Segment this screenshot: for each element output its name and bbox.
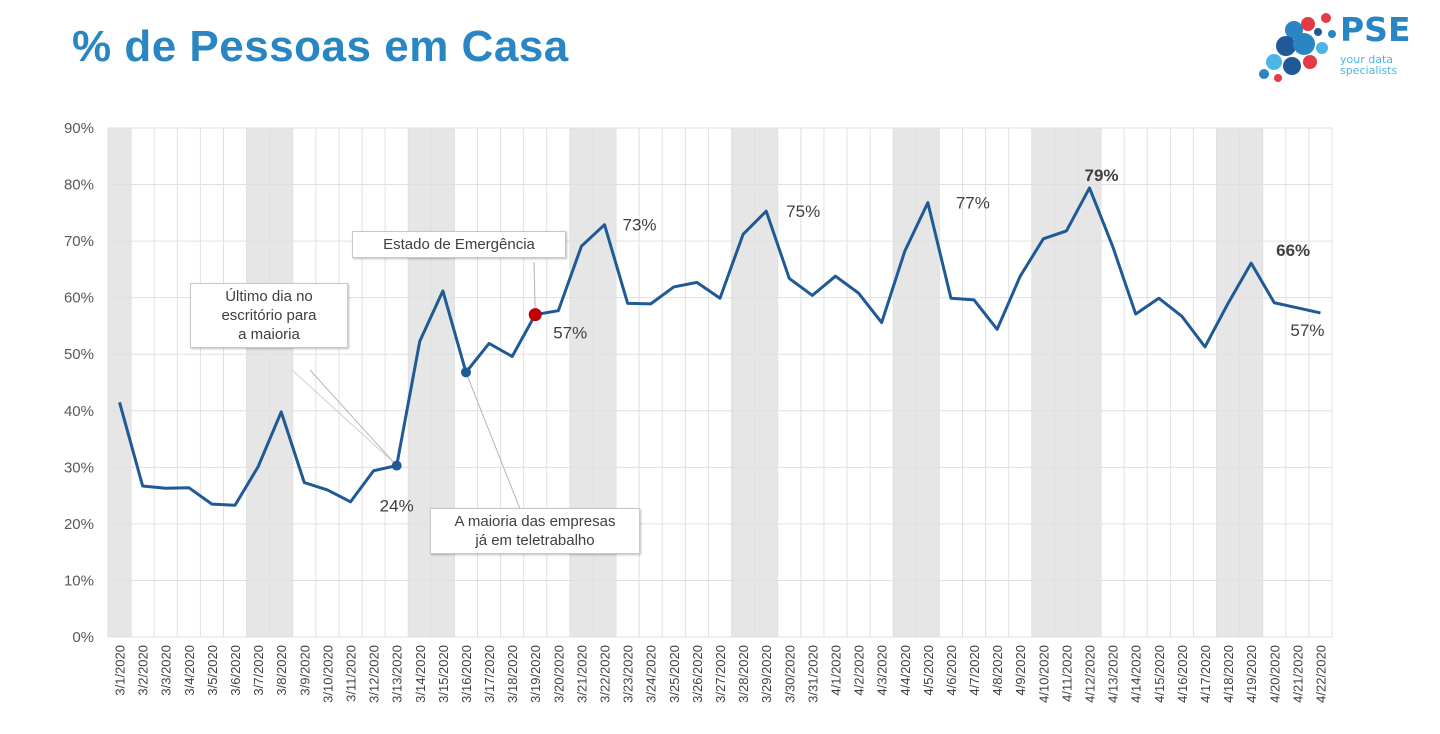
y-tick-label: 0% xyxy=(72,629,94,646)
series-line xyxy=(118,186,1321,507)
x-tick-label: 3/2/2020 xyxy=(136,645,151,696)
annotation-text: A maioria das empresas xyxy=(454,513,616,530)
x-tick-label: 3/19/2020 xyxy=(528,645,543,703)
x-tick-label: 4/21/2020 xyxy=(1290,645,1305,703)
y-tick-label: 50% xyxy=(64,346,94,363)
x-tick-label: 3/5/2020 xyxy=(205,645,220,696)
annotation-box: A maioria das empresas já em teletrabalho xyxy=(430,508,640,554)
annotation-text: Estado de Emergência xyxy=(383,236,535,253)
x-tick-label: 4/15/2020 xyxy=(1152,645,1167,703)
annotation-leader-line xyxy=(291,369,394,463)
x-tick-label: 3/8/2020 xyxy=(274,645,289,696)
x-tick-label: 3/22/2020 xyxy=(598,645,613,703)
x-tick-label: 3/25/2020 xyxy=(667,645,682,703)
x-tick-label: 3/4/2020 xyxy=(182,645,197,696)
x-tick-label: 3/17/2020 xyxy=(482,645,497,703)
x-tick-label: 3/16/2020 xyxy=(459,645,474,703)
annotation-text: Último dia no xyxy=(225,288,313,305)
x-tick-label: 3/24/2020 xyxy=(644,645,659,703)
x-tick-label: 4/2/2020 xyxy=(852,645,867,696)
annotation-box: Último dia no escritório para a maioria xyxy=(190,283,348,348)
x-tick-label: 3/7/2020 xyxy=(251,645,266,696)
x-tick-label: 4/13/2020 xyxy=(1106,645,1121,703)
data-point xyxy=(528,308,542,322)
y-tick-label: 90% xyxy=(64,120,94,137)
annotation-leader-line xyxy=(533,261,536,315)
x-tick-label: 3/18/2020 xyxy=(505,645,520,703)
x-tick-label: 3/1/2020 xyxy=(113,645,128,696)
data-label: 73% xyxy=(623,216,657,235)
x-tick-label: 4/6/2020 xyxy=(944,645,959,696)
y-tick-label: 10% xyxy=(64,572,94,589)
annotation-leader-line xyxy=(465,372,523,515)
y-tick-label: 70% xyxy=(64,233,94,250)
x-tick-label: 3/9/2020 xyxy=(297,645,312,696)
logo-mark-icon xyxy=(1259,13,1336,82)
weekend-band xyxy=(108,128,132,637)
y-tick-label: 60% xyxy=(64,290,94,307)
x-tick-label: 4/3/2020 xyxy=(875,645,890,696)
y-tick-label: 20% xyxy=(64,516,94,533)
annotation-box: Estado de Emergência xyxy=(352,231,566,258)
x-tick-label: 4/4/2020 xyxy=(898,645,913,696)
x-tick-label: 3/29/2020 xyxy=(759,645,774,703)
x-tick-label: 4/22/2020 xyxy=(1313,645,1328,703)
data-label: 75% xyxy=(786,202,820,221)
annotation-leader-line xyxy=(309,369,398,466)
x-tick-label: 4/17/2020 xyxy=(1198,645,1213,703)
x-tick-label: 3/6/2020 xyxy=(228,645,243,696)
x-tick-label: 3/14/2020 xyxy=(413,645,428,703)
y-tick-label: 80% xyxy=(64,177,94,194)
data-label: 24% xyxy=(380,497,414,516)
data-label: 57% xyxy=(553,324,587,343)
x-tick-label: 3/10/2020 xyxy=(320,645,335,703)
logo-tagline: your data specialists xyxy=(1340,53,1398,77)
x-tick-label: 4/7/2020 xyxy=(967,645,982,696)
x-tick-label: 4/20/2020 xyxy=(1267,645,1282,703)
y-tick-label: 30% xyxy=(64,459,94,476)
data-label: 79% xyxy=(1084,166,1118,185)
x-tick-label: 4/14/2020 xyxy=(1129,645,1144,703)
annotation-text: já em teletrabalho xyxy=(475,532,595,549)
x-tick-label: 3/3/2020 xyxy=(159,645,174,696)
x-tick-label: 4/12/2020 xyxy=(1083,645,1098,703)
data-label: 66% xyxy=(1276,241,1310,260)
data-label: 77% xyxy=(956,194,990,213)
x-tick-label: 3/28/2020 xyxy=(736,645,751,703)
x-tick-label: 4/18/2020 xyxy=(1221,645,1236,703)
x-tick-label: 3/27/2020 xyxy=(713,645,728,703)
x-tick-label: 4/8/2020 xyxy=(990,645,1005,696)
x-tick-label: 3/12/2020 xyxy=(367,645,382,703)
x-tick-label: 4/1/2020 xyxy=(828,645,843,696)
weekend-band xyxy=(1031,128,1102,637)
data-point xyxy=(460,367,471,378)
x-tick-label: 4/16/2020 xyxy=(1175,645,1190,703)
x-tick-label: 3/21/2020 xyxy=(574,645,589,703)
x-tick-label: 3/20/2020 xyxy=(551,645,566,703)
pse-logo xyxy=(1259,13,1336,82)
x-tick-label: 4/10/2020 xyxy=(1036,645,1051,703)
y-tick-label: 40% xyxy=(64,403,94,420)
x-tick-label: 3/26/2020 xyxy=(690,645,705,703)
x-tick-label: 4/11/2020 xyxy=(1059,645,1074,702)
x-tick-label: 3/13/2020 xyxy=(390,645,405,703)
annotation-text: a maioria xyxy=(238,326,300,343)
annotation-text: escritório para xyxy=(221,307,317,324)
page-title: % de Pessoas em Casa xyxy=(72,22,569,71)
x-tick-label: 3/15/2020 xyxy=(436,645,451,703)
x-tick-label: 3/11/2020 xyxy=(343,645,358,702)
x-tick-label: 3/31/2020 xyxy=(805,645,820,703)
data-point xyxy=(391,460,402,471)
x-tick-label: 3/23/2020 xyxy=(621,645,636,703)
x-tick-label: 4/9/2020 xyxy=(1013,645,1028,696)
x-tick-label: 4/19/2020 xyxy=(1244,645,1259,703)
x-tick-label: 4/5/2020 xyxy=(921,645,936,696)
x-tick-label: 3/30/2020 xyxy=(782,645,797,703)
data-label: 57% xyxy=(1290,321,1324,340)
logo-name: PSE xyxy=(1340,10,1411,49)
